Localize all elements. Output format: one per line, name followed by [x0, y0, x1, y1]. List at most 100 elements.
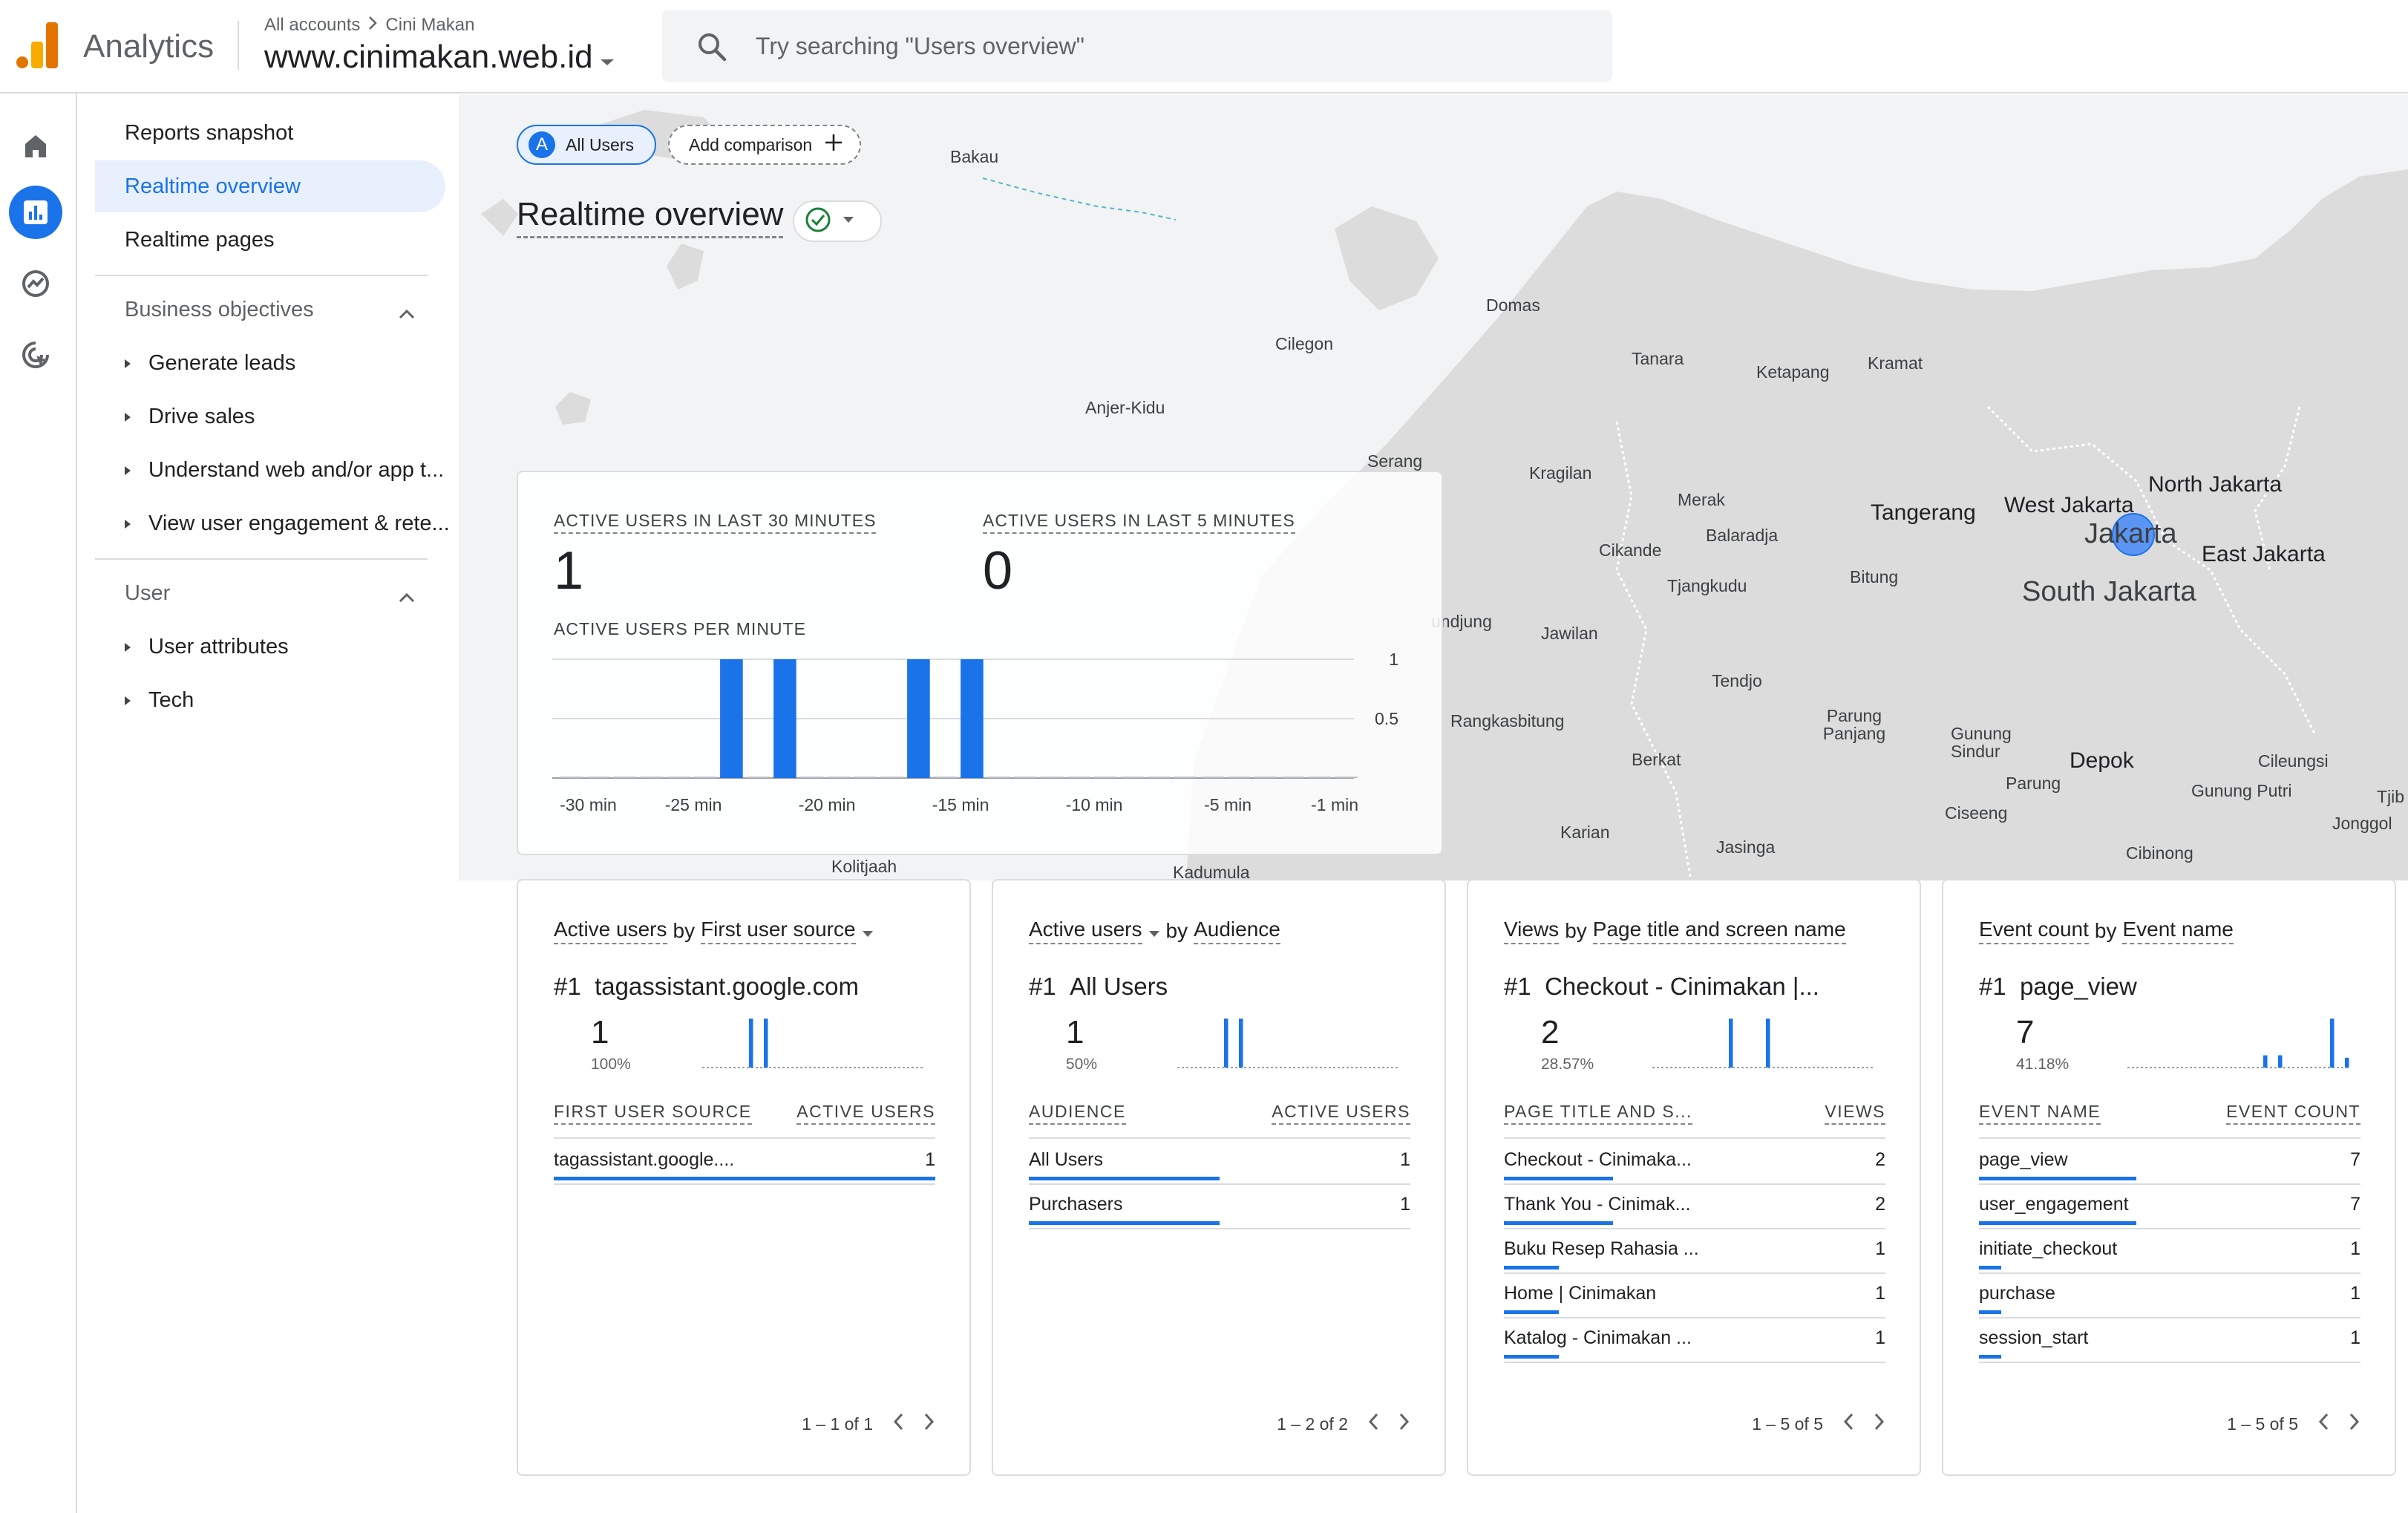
table-row[interactable]: Checkout - Cinimaka... 2 [1504, 1140, 1885, 1185]
card-top-item: #1 All Users [1029, 973, 1168, 1001]
table-row[interactable]: Purchasers 1 [1029, 1185, 1410, 1229]
nav-label: View user engagement & rete... [148, 511, 450, 535]
card-title[interactable]: Event count by Event name [1979, 918, 2234, 944]
chevron-right-icon[interactable] [923, 1412, 935, 1436]
analytics-logo[interactable] [16, 22, 58, 68]
status-dropdown[interactable] [793, 200, 882, 242]
nav-reports-snapshot[interactable]: Reports snapshot [125, 120, 294, 145]
advertising-icon[interactable] [9, 328, 62, 382]
card-top-item: #1 page_view [1979, 973, 2137, 1001]
card-title-dimension[interactable]: Audience [1194, 918, 1280, 944]
table-row[interactable]: Buku Resep Rahasia ... 1 [1504, 1229, 1885, 1274]
search-input[interactable] [756, 10, 1572, 82]
search-box[interactable] [662, 10, 1612, 82]
card-column-header[interactable]: ACTIVE USERS [1272, 1102, 1410, 1125]
card-title-dimension[interactable]: Event name [2122, 918, 2234, 944]
nav-user-attributes[interactable]: User attributes [95, 621, 445, 673]
divider [554, 1137, 935, 1139]
card-column-header[interactable]: PAGE TITLE AND S... [1504, 1102, 1692, 1125]
active-users-30min-label[interactable]: ACTIVE USERS IN LAST 30 MINUTES [554, 511, 877, 534]
card-top-value: 2 [1541, 1014, 1560, 1050]
nav-section-user[interactable]: User [95, 567, 445, 619]
caret-down-icon[interactable] [1148, 919, 1160, 943]
table-row[interactable]: purchase 1 [1979, 1274, 2360, 1318]
table-row[interactable]: initiate_checkout 1 [1979, 1229, 2360, 1274]
breadcrumb-accounts[interactable]: All accounts [264, 15, 361, 35]
page-title[interactable]: Realtime overview [517, 196, 784, 238]
active-users-5min-label[interactable]: ACTIVE USERS IN LAST 5 MINUTES [983, 511, 1295, 534]
card-column-header[interactable]: EVENT NAME [1979, 1102, 2101, 1125]
table-row[interactable]: page_view 7 [1979, 1140, 2360, 1185]
check-circle-icon [805, 206, 831, 237]
reports-icon[interactable] [9, 186, 62, 239]
card-column-header[interactable]: EVENT COUNT [2226, 1102, 2360, 1125]
sparkline-bar [749, 1019, 753, 1068]
chevron-left-icon[interactable] [1842, 1412, 1854, 1436]
card-title[interactable]: Active users by First user source [554, 918, 874, 944]
chart-bar [1014, 777, 1037, 778]
card-title-metric[interactable]: Active users [1029, 918, 1142, 944]
y-tick-label: 1 [1389, 650, 1398, 669]
nav-understand-traffic[interactable]: Understand web and/or app t... [95, 444, 445, 496]
chart-bar [1308, 777, 1331, 778]
map-place: Jakarta [2084, 518, 2177, 549]
breadcrumb-chevron-icon [367, 15, 378, 36]
card-top-percent: 50% [1066, 1056, 1098, 1073]
card-title-metric[interactable]: Views [1504, 918, 1560, 944]
nav-realtime-overview[interactable]: Realtime overview [95, 160, 445, 212]
card-title[interactable]: Views by Page title and screen name [1504, 918, 1846, 944]
table-row[interactable]: Thank You - Cinimak... 2 [1504, 1185, 1885, 1229]
home-icon[interactable] [9, 119, 62, 172]
nav-drive-sales[interactable]: Drive sales [95, 390, 445, 442]
chevron-right-icon[interactable] [2349, 1412, 2360, 1436]
add-comparison-button[interactable]: Add comparison [668, 125, 861, 165]
chevron-left-icon[interactable] [1367, 1412, 1379, 1436]
map-place: North Jakarta [2148, 472, 2283, 497]
row-label: All Users [1029, 1149, 1104, 1170]
nav-realtime-pages[interactable]: Realtime pages [125, 227, 275, 252]
chevron-left-icon[interactable] [2317, 1412, 2329, 1436]
card-title-metric[interactable]: Event count [1979, 918, 2089, 944]
row-share-bar [1979, 1310, 2002, 1314]
explore-icon[interactable] [9, 257, 62, 310]
property-selector[interactable]: www.cinimakan.web.id [264, 39, 615, 76]
nav-generate-leads[interactable]: Generate leads [95, 337, 445, 389]
row-value: 1 [1875, 1327, 1885, 1348]
chevron-right-icon[interactable] [1398, 1412, 1410, 1436]
table-row[interactable]: tagassistant.google.... 1 [554, 1140, 935, 1185]
x-tick-label: -30 min [560, 795, 617, 814]
row-share-bar [1504, 1177, 1613, 1180]
card-column-header[interactable]: AUDIENCE [1029, 1102, 1126, 1125]
card-top-rank: #1 [554, 973, 581, 1000]
card-column-header[interactable]: ACTIVE USERS [796, 1102, 935, 1125]
all-users-chip[interactable]: A All Users [517, 125, 656, 165]
table-row[interactable]: session_start 1 [1979, 1318, 2360, 1363]
nav-section-business-objectives[interactable]: Business objectives [95, 284, 445, 336]
card-title[interactable]: Active users by Audience [1029, 918, 1280, 944]
chevron-left-icon[interactable] [892, 1412, 904, 1436]
table-row[interactable]: user_engagement 7 [1979, 1185, 2360, 1229]
nav-user-engagement[interactable]: View user engagement & rete... [95, 497, 450, 549]
active-users-per-minute-chart[interactable]: 1 0.5 -30 min -25 min -20 min -15 min -10 min -… [552, 647, 1428, 826]
table-row[interactable]: All Users 1 [1029, 1140, 1410, 1185]
chevron-right-icon[interactable] [1874, 1412, 1885, 1436]
chart-bar [1041, 777, 1064, 778]
chart-bar [1228, 777, 1251, 778]
caret-down-icon[interactable] [862, 919, 874, 943]
breadcrumb[interactable]: All accounts Cini Makan [264, 15, 474, 36]
chart-bar [934, 777, 957, 778]
card-column-header[interactable]: FIRST USER SOURCE [554, 1102, 752, 1125]
table-row[interactable]: Katalog - Cinimakan ... 1 [1504, 1318, 1885, 1363]
breadcrumb-account[interactable]: Cini Makan [385, 15, 475, 35]
card-column-header[interactable]: VIEWS [1825, 1102, 1885, 1125]
nav-tech[interactable]: Tech [95, 674, 445, 726]
row-share-bar [1504, 1266, 1559, 1269]
divider [554, 1183, 935, 1185]
per-minute-label: ACTIVE USERS PER MINUTE [554, 619, 806, 638]
card-title-dimension[interactable]: Page title and screen name [1592, 918, 1846, 944]
table-row[interactable]: Home | Cinimakan 1 [1504, 1274, 1885, 1318]
row-label: page_view [1979, 1149, 2068, 1170]
card-title-dimension[interactable]: First user source [701, 918, 856, 944]
card-title-metric[interactable]: Active users [554, 918, 667, 944]
divider [1979, 1317, 2360, 1318]
